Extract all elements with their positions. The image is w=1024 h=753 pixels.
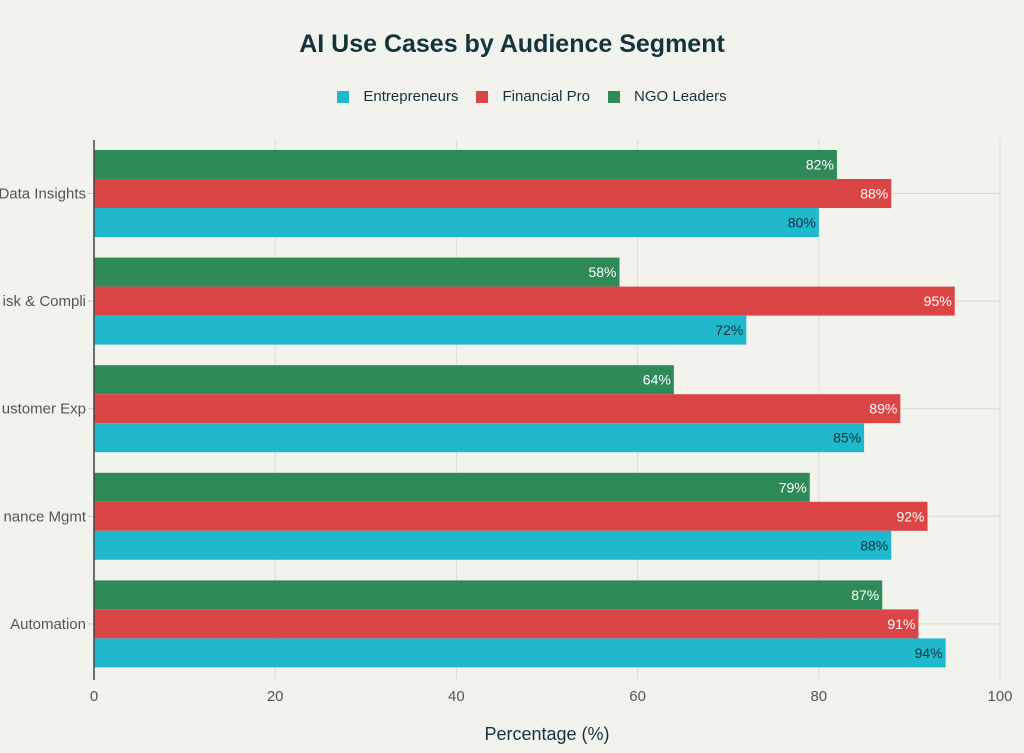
bar-entrepreneurs [94, 208, 819, 237]
legend-item-entrepreneurs[interactable]: Entrepreneurs [337, 88, 458, 105]
bar-entrepreneurs [94, 315, 747, 345]
data-label: 79% [779, 479, 807, 495]
bar-ngo-leaders [94, 580, 883, 610]
bar-ngo-leaders [94, 257, 620, 287]
legend-swatch [476, 90, 489, 103]
data-label: 88% [860, 186, 888, 202]
bar-entrepreneurs [94, 423, 865, 453]
x-axis-label: Percentage (%) [484, 724, 610, 744]
legend-item-ngo-leaders[interactable]: NGO Leaders [608, 88, 727, 105]
data-label: 64% [643, 372, 671, 388]
y-tick-label: Data Insights [0, 186, 86, 203]
y-tick-label: ustomer Exp [2, 401, 86, 418]
data-label: 87% [851, 587, 879, 603]
data-label: 85% [833, 430, 861, 446]
bar-financial-pro [94, 501, 928, 531]
data-label: 94% [915, 645, 943, 661]
bar-ngo-leaders [94, 150, 837, 179]
x-tick-label: 0 [90, 688, 98, 705]
data-label: 91% [887, 616, 915, 632]
data-label: 80% [788, 215, 816, 231]
legend-swatch [337, 90, 350, 103]
bar-financial-pro [94, 179, 892, 208]
x-tick-label: 100 [987, 688, 1012, 705]
legend-label: Financial Pro [502, 88, 591, 105]
legend-item-financial-pro[interactable]: Financial Pro [476, 88, 590, 105]
x-tick-label: 20 [267, 688, 284, 705]
data-label: 58% [588, 264, 616, 280]
data-label: 82% [806, 157, 834, 173]
data-label: 89% [869, 401, 897, 417]
legend-swatch [608, 90, 621, 103]
x-tick-label: 60 [629, 688, 646, 705]
chart-title: AI Use Cases by Audience Segment [299, 30, 725, 58]
bar-entrepreneurs [94, 638, 946, 668]
bar-financial-pro [94, 394, 901, 424]
data-label: 72% [715, 322, 743, 338]
data-label: 92% [896, 508, 924, 524]
data-label: 88% [860, 537, 888, 553]
legend-label: Entrepreneurs [363, 88, 459, 105]
y-tick-label: Automation [10, 616, 86, 633]
x-tick-label: 80 [810, 688, 827, 705]
legend: Entrepreneurs Financial Pro NGO Leaders [0, 88, 1024, 105]
y-tick-label: nance Mgmt [3, 508, 86, 525]
bar-financial-pro [94, 286, 955, 316]
x-tick-label: 40 [448, 688, 465, 705]
bar-financial-pro [94, 609, 919, 639]
bar-entrepreneurs [94, 530, 892, 560]
legend-label: NGO Leaders [634, 88, 727, 105]
y-tick-label: isk & Compli [3, 293, 86, 310]
bar-ngo-leaders [94, 365, 674, 395]
data-label: 95% [924, 293, 952, 309]
bar-ngo-leaders [94, 472, 810, 502]
